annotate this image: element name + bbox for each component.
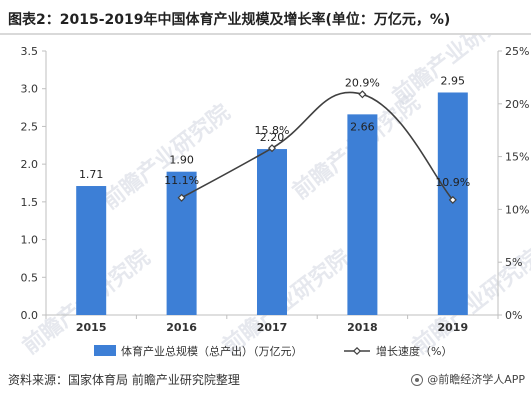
- bar-value-label: 2.66: [350, 120, 375, 133]
- growth-point: [267, 144, 277, 153]
- source-note: 资料来源：国家体育局 前瞻产业研究院整理: [8, 373, 240, 387]
- x-tick-label: 2019: [437, 321, 468, 334]
- y-tick-label-right: 25%: [505, 45, 529, 58]
- legend-marker-line: [352, 346, 362, 356]
- x-tick-label: 2015: [76, 321, 107, 334]
- watermark: 前瞻产业研究院: [98, 99, 235, 214]
- y-tick-label-left: 3.0: [21, 83, 39, 96]
- brand-icon: [411, 374, 424, 386]
- x-tick-label: 2016: [166, 321, 197, 334]
- bar-value-label: 2.95: [441, 74, 466, 87]
- chart-title: 图表2：2015-2019年中国体育产业规模及增长率(单位：万亿元，%): [8, 12, 451, 28]
- bar-value-label: 1.71: [79, 168, 104, 181]
- bar-value-label: 2.20: [260, 131, 285, 144]
- bar-value-label: 1.90: [169, 154, 194, 167]
- legend-swatch-bar: [94, 345, 116, 356]
- y-tick-label-left: 1.0: [21, 234, 39, 247]
- legend-label-line: 增长速度（%）: [376, 344, 452, 358]
- y-tick-label-right: 20%: [505, 98, 529, 111]
- growth-line-path: [181, 91, 454, 201]
- x-tick-label: 2017: [257, 321, 288, 334]
- bar: [257, 149, 287, 315]
- legend-label-bar: 体育产业总规模（总产出）（万亿元）: [121, 344, 303, 358]
- growth-point: [448, 195, 457, 204]
- x-tick-label: 2018: [347, 321, 378, 334]
- bar: [76, 186, 107, 315]
- y-tick-label-right: 10%: [505, 203, 529, 216]
- data-labels: 1.71 1.90 2.20 2.66 2.95 11.1% 15.8% 20.9% 10.9%: [79, 74, 470, 188]
- growth-value-label: 10.9%: [435, 176, 470, 189]
- y-tick-label-right: 0%: [505, 309, 522, 322]
- y-tick-label-left: 2.5: [21, 120, 39, 133]
- growth-point: [177, 193, 186, 202]
- y-tick-label-left: 3.5: [21, 45, 39, 58]
- y-tick-label-right: 15%: [505, 151, 529, 164]
- y-tick-label-right: 5%: [505, 256, 522, 269]
- y-tick-label-left: 0.5: [21, 271, 39, 284]
- title-divider: [0, 33, 531, 35]
- bar: [166, 171, 197, 315]
- growth-point: [358, 90, 367, 99]
- y-tick-label-left: 2.0: [21, 158, 39, 171]
- bar: [347, 114, 378, 315]
- growth-value-label: 20.9%: [345, 76, 380, 89]
- axes: 0.0 0.5 1.0 1.5 2.0 2.5 3.0 3.5 0% 5% 10% 15% 20% 25%…: [21, 45, 530, 334]
- y-tick-label-left: 1.5: [21, 196, 39, 209]
- bars: [76, 92, 468, 315]
- chart: 前瞻产业研究院 前瞻产业研究院 前瞻产业研究院 前瞻产业研究院 前瞻产业研究院 …: [18, 35, 531, 360]
- growth-line: [177, 90, 457, 204]
- growth-value-label: 11.1%: [164, 174, 199, 187]
- brand-text: @前瞻经济学人APP: [427, 373, 525, 386]
- brand-mark: @前瞻经济学人APP: [411, 370, 525, 390]
- growth-value-label: 15.8%: [255, 124, 290, 137]
- legend: 体育产业总规模（总产出）（万亿元） 增长速度（%）: [94, 344, 452, 358]
- y-tick-label-left: 0.0: [21, 309, 39, 322]
